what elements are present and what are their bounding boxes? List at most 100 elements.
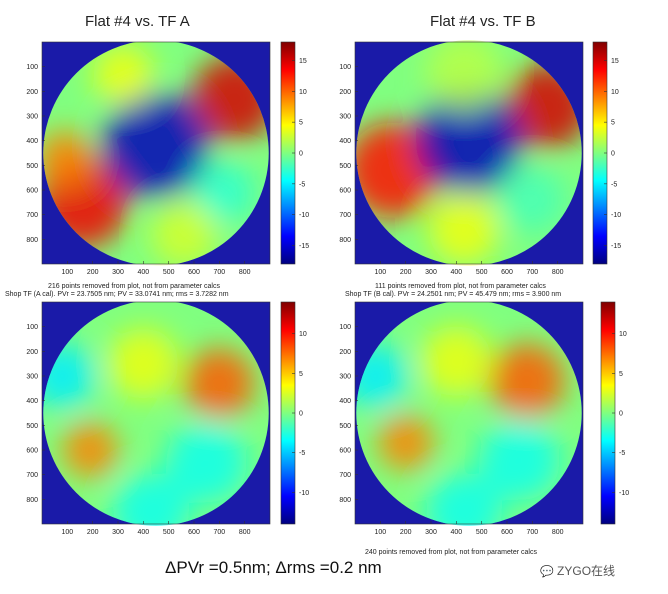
y-tick-label: 400 [26,138,38,145]
colorbar-tick-label: -10 [299,212,309,219]
x-tick-label: 500 [476,529,488,536]
colorbar-tick-label: 5 [299,120,303,127]
surface-region-6 [420,325,492,397]
surface-region-2 [62,422,118,478]
y-tick-label: 300 [26,114,38,121]
colorbar-tick-label: 15 [611,58,619,65]
y-tick-label: 500 [339,163,351,170]
axes-frame [41,41,271,265]
x-tick-label: 800 [552,269,564,276]
colorbar-tick-label: 0 [299,411,303,418]
watermark: 💬 ZYGO在线 [540,562,615,579]
y-tick-label: 100 [339,324,351,331]
y-tick-label: 500 [339,423,351,430]
aperture [43,42,269,266]
x-tick-label: 600 [188,269,200,276]
axes-frame [41,301,271,525]
y-tick-label: 800 [339,497,351,504]
colorbar-tick-label: 10 [619,331,627,338]
x-tick-label: 100 [374,529,386,536]
panel-title-a: Flat #4 vs. TF A [85,13,190,30]
y-tick-label: 400 [339,138,351,145]
colorbar-tick-label: -15 [299,243,309,250]
surface-region-3 [166,421,248,503]
x-tick-label: 300 [425,269,437,276]
annotation-b-points: 111 points removed from plot, not from p… [375,283,546,290]
colorbar-tick-label: -10 [611,212,621,219]
axes-frame [354,41,584,265]
y-tick-label: 200 [339,89,351,96]
x-tick-label: 200 [400,529,412,536]
x-tick-label: 200 [400,269,412,276]
y-tick-label: 100 [26,324,38,331]
watermark-text: ZYGO在线 [557,564,616,578]
y-tick-label: 800 [26,497,38,504]
x-tick-label: 400 [450,529,462,536]
x-tick-label: 500 [163,529,175,536]
colorbar-tick-label: -5 [619,450,625,457]
surface-region-4 [43,343,96,409]
x-tick-label: 600 [188,529,200,536]
surface-region-1 [489,342,566,419]
heatmap-panel-3: 100 200 300 400 500 600 700 8001002003004005006… [26,301,309,536]
colorbar-tick-label: 10 [299,89,307,96]
surface-region-4 [425,40,502,110]
y-tick-label: 600 [26,448,38,455]
axes-frame [354,301,584,525]
annotation-a-points: 216 points removed from plot, not from p… [48,283,220,290]
surface-region-5 [425,473,502,526]
colorbar-tick-label: 15 [299,58,307,65]
colorbar-tick-label: 0 [611,151,615,158]
surface-region-6 [107,328,179,400]
aperture [356,302,582,526]
y-tick-label: 200 [339,349,351,356]
colorbar-tick-label: -5 [611,181,617,188]
surface-region-5 [112,473,189,526]
colorbar-tick-label: 0 [299,151,303,158]
surface-blobs [43,328,255,526]
colorbar-tick-label: -10 [619,490,629,497]
colorbar-tick-label: -5 [299,181,305,188]
x-tick-label: 800 [239,269,251,276]
y-tick-label: 300 [26,374,38,381]
x-tick-label: 600 [501,529,513,536]
y-tick-label: 200 [26,89,38,96]
colorbar-tick-label: 5 [619,371,623,378]
y-tick-label: 700 [26,472,38,479]
surface-region-5 [92,43,154,105]
panel-title-b: Flat #4 vs. TF B [430,13,536,30]
colorbar-tick-label: -5 [299,450,305,457]
x-tick-label: 400 [137,529,149,536]
surface-region-3 [479,419,561,501]
x-tick-label: 100 [61,269,73,276]
surface-region-5 [499,166,566,233]
heatmap-panel-4: 100 200 300 400 500 600 700 8001002003004005006… [339,301,629,536]
surface-blobs [356,325,566,526]
x-tick-label: 800 [552,529,564,536]
y-tick-label: 700 [339,472,351,479]
colorbar-tick-label: 5 [611,120,615,127]
annotation-d-points: 240 points removed from plot, not from p… [365,549,537,556]
surface-region-1 [183,347,255,419]
x-tick-label: 700 [213,269,225,276]
y-tick-label: 300 [339,374,351,381]
annotation-b-stats: Shop TF (B cal). PVr = 24.2501 nm; PV = … [345,291,562,298]
x-tick-label: 300 [425,529,437,536]
y-tick-label: 800 [339,237,351,244]
x-tick-label: 700 [213,529,225,536]
x-tick-label: 700 [526,269,538,276]
surface-region-4 [102,92,210,199]
surface-region-6 [428,194,500,265]
y-tick-label: 100 [339,64,351,71]
heatmap-panel-1: 100 200 300 400 500 600 700 8001002003004005006… [26,41,309,276]
colorbar-tick-label: -15 [611,243,621,250]
y-tick-label: 700 [26,212,38,219]
heatmap-panel-2: 100 200 300 400 500 600 700 8001002003004005006… [339,40,621,276]
y-tick-label: 500 [26,423,38,430]
x-tick-label: 200 [87,529,99,536]
chat-bubble-icon: 💬 [540,566,554,578]
x-tick-label: 500 [476,269,488,276]
colorbar-tick-label: 0 [619,411,623,418]
